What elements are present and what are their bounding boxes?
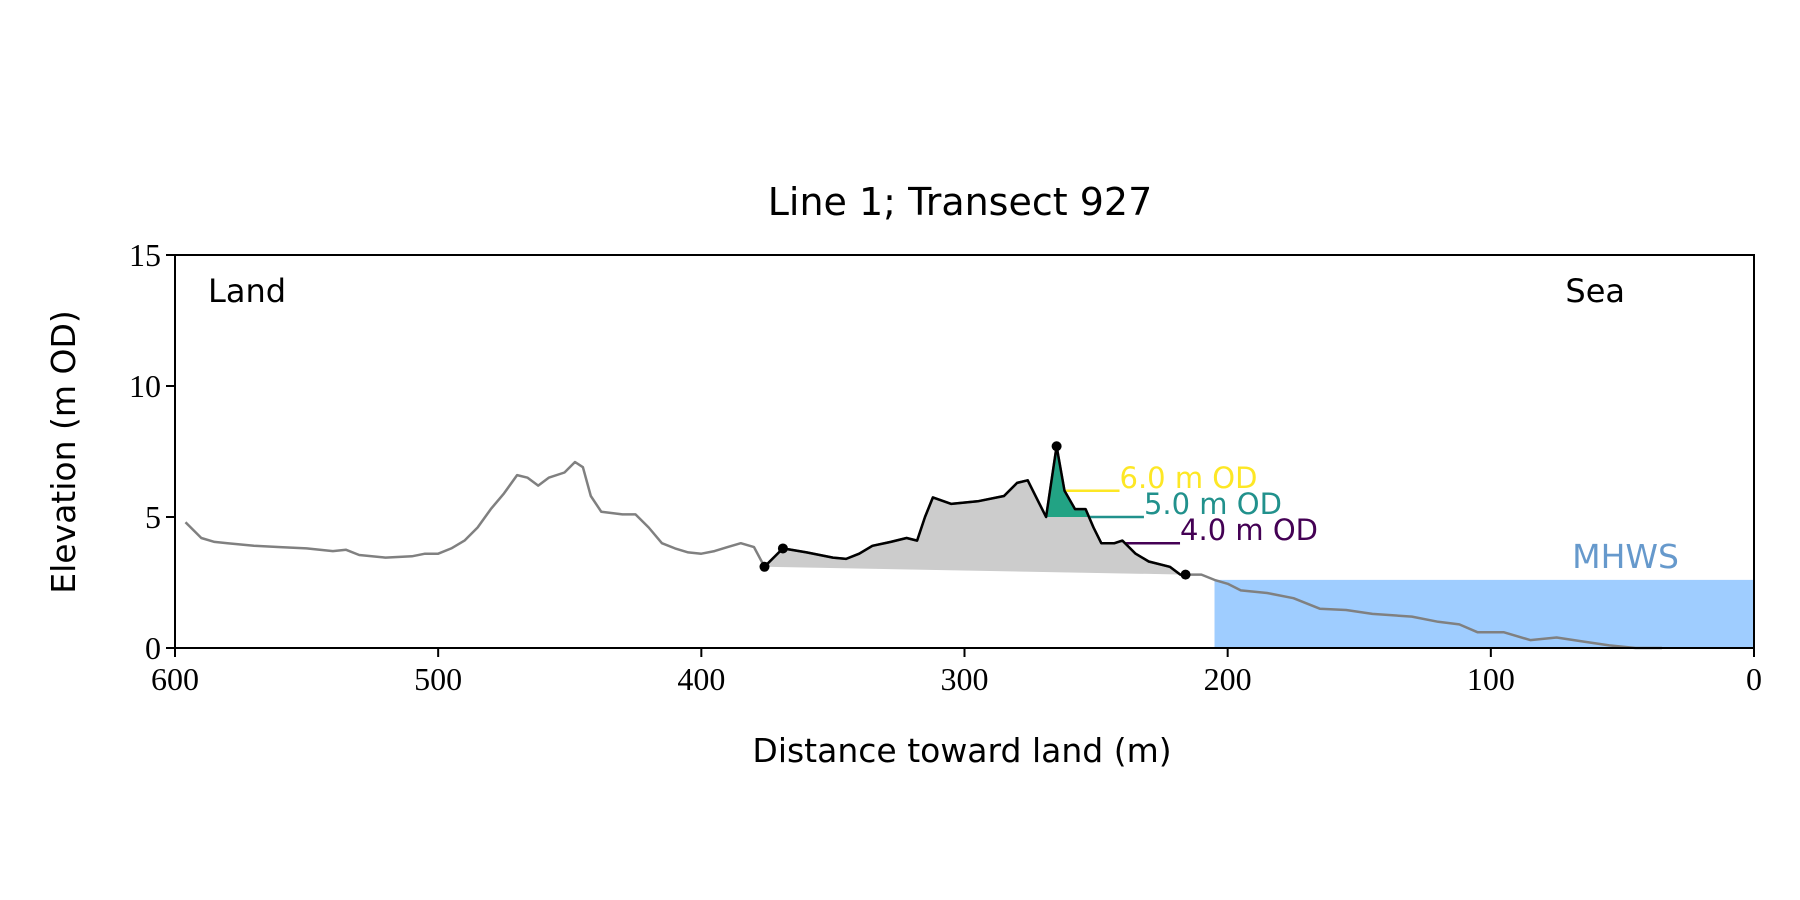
x-tick-label: 100 bbox=[1467, 661, 1515, 697]
mhws-area bbox=[1214, 579, 1754, 648]
level-label: 5.0 m OD bbox=[1144, 487, 1282, 521]
plot-area: MHWS 6.0 m OD5.0 m OD4.0 m OD bbox=[184, 441, 1754, 650]
dune-point bbox=[759, 561, 770, 572]
x-tick-label: 600 bbox=[151, 661, 199, 697]
dune-point bbox=[777, 543, 788, 554]
dune-line bbox=[763, 445, 1186, 576]
x-tick-label: 300 bbox=[941, 661, 989, 697]
x-tick-label: 500 bbox=[414, 661, 462, 697]
dune-point bbox=[1180, 569, 1191, 580]
mhws-label: MHWS bbox=[1572, 537, 1679, 576]
x-tick-label: 400 bbox=[677, 661, 725, 697]
y-tick-label: 0 bbox=[145, 630, 161, 666]
land-label: Land bbox=[208, 272, 286, 310]
x-tick-label: 0 bbox=[1746, 661, 1762, 697]
y-tick-label: 5 bbox=[145, 499, 161, 535]
level-label: 4.0 m OD bbox=[1180, 513, 1318, 547]
level-area bbox=[1046, 446, 1089, 517]
level-label: 6.0 m OD bbox=[1120, 461, 1258, 495]
sea-label: Sea bbox=[1565, 272, 1625, 310]
dune-point bbox=[1051, 441, 1062, 452]
y-tick-label: 15 bbox=[129, 237, 161, 273]
dune-area bbox=[764, 446, 1186, 575]
y-axis-label: Elevation (m OD) bbox=[44, 310, 83, 594]
chart-title: Line 1; Transect 927 bbox=[768, 180, 1153, 224]
y-tick-label: 10 bbox=[129, 368, 161, 404]
x-axis-label: Distance toward land (m) bbox=[752, 731, 1171, 770]
x-tick-label: 200 bbox=[1204, 661, 1252, 697]
